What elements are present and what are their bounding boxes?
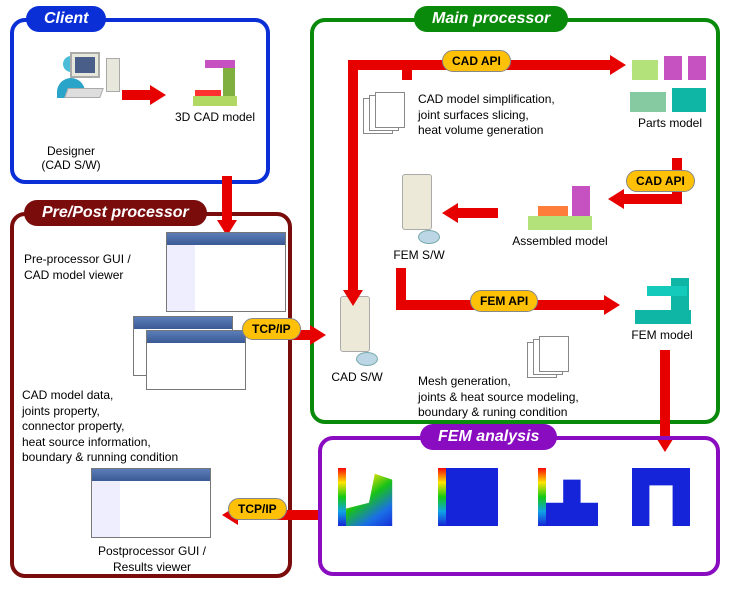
assembled-label: Assembled model [510, 234, 610, 248]
client-title: Client [26, 6, 106, 32]
arrow-femmodel-analysis [660, 350, 670, 438]
cad-model-label: 3D CAD model [170, 110, 260, 124]
arrow-designer-cad [122, 90, 152, 100]
fem-model-item: FEM model [614, 268, 710, 342]
fem-view-2 [434, 462, 504, 532]
cad-sw-label: CAD S/W [322, 370, 392, 384]
mesh-text: Mesh generation, joints & heat source mo… [418, 374, 648, 421]
conditions-text: CAD model data, joints property, connect… [22, 388, 222, 466]
arrow-asm-femsw [456, 208, 498, 218]
prepost-title: Pre/Post processor [24, 200, 207, 226]
tcpip1-pill: TCP/IP [242, 318, 301, 340]
fem-view-3 [534, 462, 604, 532]
designer-item: Designer (CAD S/W) [26, 56, 116, 173]
postproc-gui-item [86, 468, 216, 542]
fem-sw-label: FEM S/W [384, 248, 454, 262]
cad-model-item: 3D CAD model [170, 56, 260, 124]
fem-view-1 [334, 462, 404, 532]
assembled-item: Assembled model [510, 180, 610, 248]
cad-simp-text: CAD model simplification, joint surfaces… [418, 92, 618, 139]
main-title: Main processor [414, 6, 568, 32]
postproc-gui-label: Postprocessor GUI / Results viewer [72, 544, 232, 575]
parts-model-label: Parts model [624, 116, 716, 130]
arrow-cad-prepost [222, 176, 232, 222]
parts-model-item: Parts model [624, 56, 716, 130]
preproc-gui-item [164, 232, 288, 316]
fem-model-label: FEM model [614, 328, 710, 342]
cad-api1-pill: CAD API [442, 50, 511, 72]
fem-view-4 [626, 462, 696, 532]
sheets-left [128, 316, 238, 380]
preproc-gui-label: Pre-processor GUI / CAD model viewer [24, 252, 154, 283]
designer-label: Designer (CAD S/W) [26, 144, 116, 173]
sheets-top [360, 92, 410, 140]
tcpip2-pill: TCP/IP [228, 498, 287, 520]
cad-sw-item: CAD S/W [322, 296, 392, 384]
fem-title: FEM analysis [420, 424, 557, 450]
cad-api2-pill: CAD API [626, 170, 695, 192]
fem-api-pill: FEM API [470, 290, 538, 312]
